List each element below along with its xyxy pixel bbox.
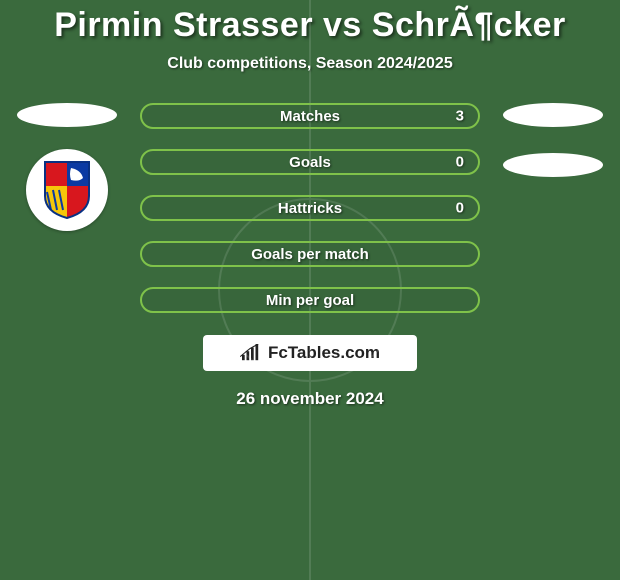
right-player-column (498, 103, 608, 177)
left-player-column (12, 103, 122, 231)
stat-bar-hattricks: Hattricks 0 (140, 195, 480, 221)
stat-bar-matches: Matches 3 (140, 103, 480, 129)
bar-chart-icon (240, 344, 262, 362)
stat-label: Hattricks (278, 200, 342, 217)
stat-list: Matches 3 Goals 0 Hattricks 0 Goals per … (140, 103, 480, 313)
subtitle: Club competitions, Season 2024/2025 (0, 55, 620, 73)
stat-label: Matches (280, 108, 340, 125)
player-name-badge-left (17, 103, 117, 127)
page-title: Pirmin Strasser vs SchrÃ¶cker (0, 6, 620, 45)
comparison-card: Pirmin Strasser vs SchrÃ¶cker Club compe… (0, 0, 620, 580)
stat-bar-min-per-goal: Min per goal (140, 287, 480, 313)
stat-label: Min per goal (266, 292, 354, 309)
date-label: 26 november 2024 (0, 389, 620, 409)
player-name-badge-right-1 (503, 103, 603, 127)
source-badge: FcTables.com (203, 335, 417, 371)
shield-icon (41, 160, 93, 220)
stat-value: 3 (456, 108, 464, 125)
source-label: FcTables.com (268, 343, 380, 363)
stat-value: 0 (456, 200, 464, 217)
stat-label: Goals per match (251, 246, 369, 263)
club-badge-left (26, 149, 108, 231)
main-row: Matches 3 Goals 0 Hattricks 0 Goals per … (0, 103, 620, 313)
stat-value: 0 (456, 154, 464, 171)
stat-bar-goals: Goals 0 (140, 149, 480, 175)
player-name-badge-right-2 (503, 153, 603, 177)
stat-bar-goals-per-match: Goals per match (140, 241, 480, 267)
stat-label: Goals (289, 154, 331, 171)
